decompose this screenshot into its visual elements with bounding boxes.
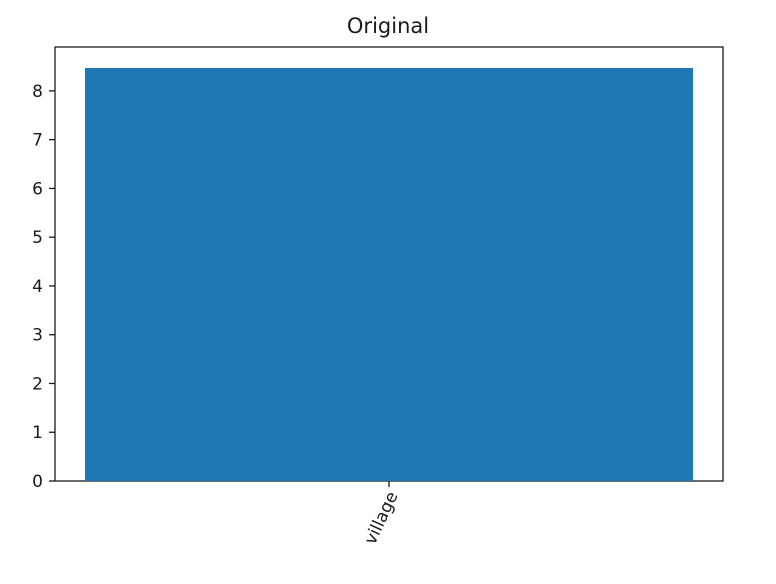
y-tick-label: 2 (32, 374, 43, 394)
y-tick-label: 4 (32, 277, 43, 297)
y-tick-label: 0 (32, 472, 43, 492)
y-tick-label: 5 (32, 228, 43, 248)
x-tick-label-village: village (361, 489, 403, 548)
y-tick-label: 6 (32, 179, 43, 199)
bars-layer (85, 67, 693, 481)
y-tick-label: 8 (32, 82, 43, 102)
y-tick-label: 7 (32, 131, 43, 151)
y-tick-label: 1 (32, 423, 43, 443)
chart-title: Original (347, 14, 429, 38)
y-tick-label: 3 (32, 326, 43, 346)
y-axis: 0 1 2 3 4 5 6 7 8 (32, 82, 55, 492)
x-axis: village (361, 481, 403, 548)
bar-village (85, 67, 693, 481)
